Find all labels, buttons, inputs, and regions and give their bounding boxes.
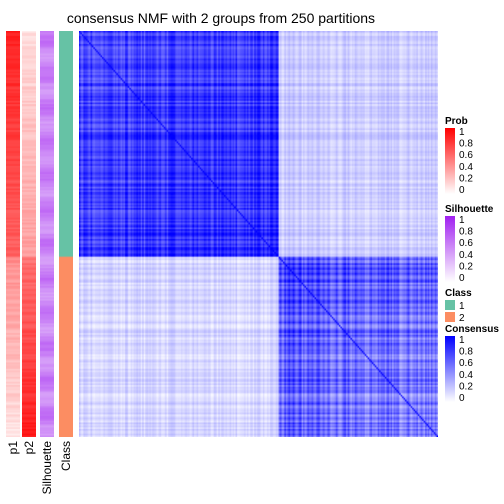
legend-tick-consensus: 0.2 xyxy=(459,381,473,392)
legend-tick-prob: 1 xyxy=(459,127,465,138)
column-label-p2: p2 xyxy=(22,441,36,455)
legend-tick-consensus: 1 xyxy=(459,335,465,346)
legend-tick-silhouette: 0.2 xyxy=(459,261,473,272)
legend-tick-silhouette: 0.4 xyxy=(459,250,473,261)
legend-tick-silhouette: 0.6 xyxy=(459,238,473,249)
legend-title-silhouette: Silhouette xyxy=(445,204,494,215)
legend-tick-prob: 0.2 xyxy=(459,173,473,184)
legend-title-prob: Prob xyxy=(445,116,468,127)
legend-gradient-prob xyxy=(445,128,455,194)
legend-tick-consensus: 0.8 xyxy=(459,347,473,358)
column-label-silhouette: Silhouette xyxy=(40,441,54,495)
column-label-class: Class xyxy=(59,441,73,471)
annotation-columns xyxy=(6,31,73,437)
legend-tick-prob: 0.8 xyxy=(459,139,473,150)
legend-gradient-silhouette xyxy=(445,216,455,282)
column-label-p1: p1 xyxy=(6,441,20,455)
legend-title-consensus: Consensus xyxy=(445,324,499,335)
legend-title-class: Class xyxy=(445,288,472,299)
column-labels: p1 p2 Silhouette Class xyxy=(6,441,73,495)
consensus-matrix xyxy=(79,31,438,437)
silhouette-annotation-column xyxy=(40,31,54,437)
legend-swatch-class-1 xyxy=(445,300,455,310)
consensus-heatmap-cells xyxy=(79,31,438,437)
legend-gradient-consensus xyxy=(445,336,455,402)
legend-tick-prob: 0.4 xyxy=(459,162,473,173)
legend-tick-silhouette: 0.8 xyxy=(459,227,473,238)
class-annotation-column xyxy=(59,31,73,437)
legend-tick-consensus: 0.4 xyxy=(459,370,473,381)
legend-tick-silhouette: 0 xyxy=(459,273,465,284)
legend-tick-consensus: 0.6 xyxy=(459,358,473,369)
legend-tick-prob: 0.6 xyxy=(459,150,473,161)
legend-tick-consensus: 0 xyxy=(459,393,465,404)
p1-annotation-column xyxy=(6,31,20,437)
chart-title: consensus NMF with 2 groups from 250 par… xyxy=(67,10,375,26)
p2-annotation-column xyxy=(22,31,36,437)
legend-swatch-class-2 xyxy=(445,312,455,322)
legend-tick-silhouette: 1 xyxy=(459,215,465,226)
legend-label-class-2: 2 xyxy=(459,313,465,324)
legends: Prob10.80.60.40.20Silhouette10.80.60.40.… xyxy=(445,116,499,404)
legend-label-class-1: 1 xyxy=(459,301,465,312)
legend-tick-prob: 0 xyxy=(459,185,465,196)
